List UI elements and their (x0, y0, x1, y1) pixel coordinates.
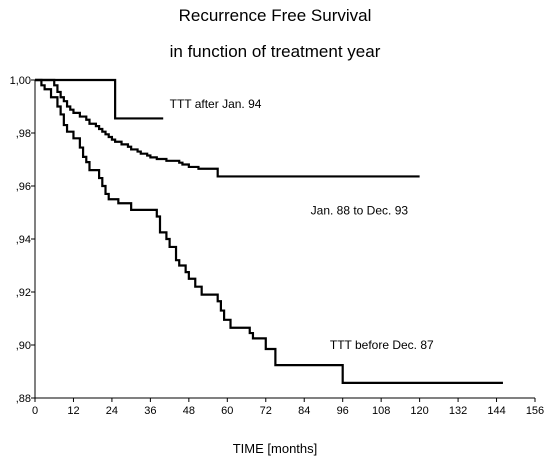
series-line-jan-88-to-dec-93 (35, 78, 420, 178)
y-tick-label: 1,00 (10, 75, 31, 87)
x-axis-label: TIME [months] (232, 441, 318, 456)
x-tick-label: 120 (410, 405, 428, 417)
y-tick-label: ,98 (16, 128, 31, 140)
y-tick-label: ,96 (16, 181, 31, 193)
axes (34, 80, 535, 399)
y-tick-label: ,94 (16, 234, 31, 246)
x-tick-label: 108 (372, 405, 390, 417)
y-tick-label: ,90 (16, 340, 31, 352)
chart-title: Recurrence Free Survival (178, 6, 372, 25)
series-line-ttt-before-dec-87 (35, 78, 503, 384)
x-tick-label: 72 (260, 405, 272, 417)
x-tick-label: 0 (32, 405, 38, 417)
y-tick-label: ,88 (16, 393, 31, 405)
series-line-ttt-after-jan-94 (35, 78, 164, 120)
x-tick-label: 48 (183, 405, 195, 417)
x-axis-ticks: 0 12 24 36 48 60 72 84 96 108 120 132 144 156 (32, 398, 544, 417)
series-annotation: TTT before Dec. 87 (330, 338, 434, 352)
x-tick-label: 132 (449, 405, 467, 417)
series-lines (35, 78, 503, 384)
x-tick-label: 96 (337, 405, 349, 417)
chart-subtitle: in function of treatment year (169, 42, 381, 61)
x-tick-label: 12 (67, 405, 79, 417)
y-tick-label: ,92 (16, 287, 31, 299)
x-tick-label: 36 (144, 405, 156, 417)
x-tick-label: 84 (298, 405, 310, 417)
x-tick-label: 60 (221, 405, 233, 417)
series-annotations: TTT after Jan. 94 Jan. 88 to Dec. 93 TTT b… (170, 97, 434, 352)
series-annotation: Jan. 88 to Dec. 93 (311, 204, 409, 218)
x-tick-label: 156 (526, 405, 544, 417)
series-annotation: TTT after Jan. 94 (170, 97, 262, 111)
y-axis-ticks: ,88 ,90 ,92 ,94 ,96 ,98 1,00 (10, 75, 35, 405)
x-tick-label: 144 (487, 405, 505, 417)
x-tick-label: 24 (106, 405, 118, 417)
